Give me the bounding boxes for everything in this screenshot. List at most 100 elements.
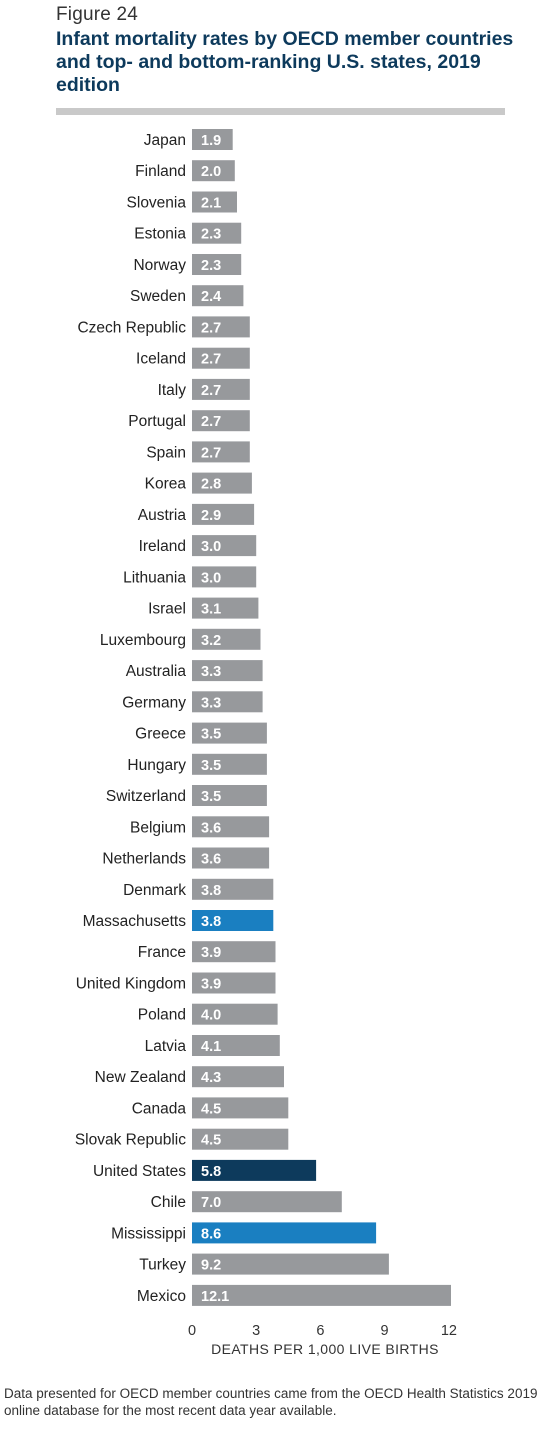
category-label: Hungary	[127, 757, 186, 774]
bar	[192, 285, 244, 307]
category-label: Sweden	[130, 288, 186, 305]
bar	[192, 441, 250, 463]
data-label: 3.9	[201, 977, 221, 993]
bar	[192, 191, 237, 213]
category-label: Mississippi	[111, 1225, 186, 1242]
bar	[192, 972, 276, 994]
data-label: 1.9	[201, 133, 221, 149]
bar	[192, 535, 257, 557]
category-label: Spain	[146, 444, 186, 461]
bar	[192, 222, 242, 244]
category-label: Norway	[133, 257, 186, 274]
x-tick-label: 9	[381, 1323, 389, 1339]
data-label: 3.3	[201, 695, 221, 711]
data-label: 2.3	[201, 227, 221, 243]
data-label: 4.0	[201, 1008, 221, 1024]
category-label: Switzerland	[106, 788, 186, 805]
category-label: Massachusetts	[83, 913, 187, 930]
category-label: Estonia	[134, 226, 186, 243]
category-label: Italy	[158, 382, 187, 399]
data-label: 3.9	[201, 945, 221, 961]
category-label: Ireland	[139, 538, 186, 555]
data-label: 2.7	[201, 352, 221, 368]
category-label: France	[138, 944, 186, 961]
bar	[192, 160, 235, 182]
bar	[192, 722, 267, 744]
bar	[192, 597, 259, 619]
data-label: 2.7	[201, 383, 221, 399]
data-label: 2.4	[201, 289, 221, 305]
x-tick-label: 12	[441, 1323, 457, 1339]
category-label: Latvia	[145, 1038, 187, 1055]
data-label: 3.2	[201, 633, 221, 649]
bar	[192, 847, 270, 869]
data-label: 3.5	[201, 789, 221, 805]
bar	[192, 660, 263, 682]
category-label: Chile	[151, 1194, 186, 1211]
data-label: 8.6	[201, 1226, 221, 1242]
category-label: Korea	[145, 476, 187, 493]
data-label: 2.1	[201, 196, 221, 212]
category-label: Portugal	[128, 413, 186, 430]
bar	[192, 129, 233, 150]
x-tick-label: 0	[188, 1323, 196, 1339]
category-label: Lithuania	[123, 569, 186, 586]
bar	[192, 816, 270, 838]
data-label: 7.0	[201, 1195, 221, 1211]
bar	[192, 785, 267, 806]
category-label: Turkey	[139, 1257, 186, 1274]
data-label: 4.3	[201, 1070, 221, 1086]
data-label: 2.3	[201, 258, 221, 274]
data-label: 3.6	[201, 820, 221, 836]
bar	[192, 316, 250, 338]
title-divider	[56, 108, 505, 115]
bar	[192, 1284, 451, 1306]
data-label: 2.7	[201, 320, 221, 336]
bar	[192, 503, 255, 525]
category-label: Slovenia	[127, 195, 187, 212]
data-label: 3.3	[201, 664, 221, 680]
data-label: 2.9	[201, 508, 221, 524]
category-label: Netherlands	[102, 851, 186, 868]
category-label: Luxembourg	[100, 632, 186, 649]
data-label: 3.8	[201, 914, 221, 930]
category-label: Greece	[135, 726, 186, 743]
data-label: 5.8	[201, 1164, 221, 1180]
bar	[192, 347, 250, 369]
data-label: 3.0	[201, 570, 221, 586]
data-label: 3.8	[201, 883, 221, 899]
bar	[192, 878, 274, 900]
data-label: 3.1	[201, 602, 221, 618]
category-label: Iceland	[136, 351, 186, 368]
category-label: Finland	[135, 163, 186, 180]
bar	[192, 1035, 280, 1056]
category-label: Denmark	[123, 882, 186, 899]
bar	[192, 628, 261, 650]
bar	[192, 378, 250, 400]
category-label: Mexico	[137, 1288, 186, 1305]
category-label: Israel	[148, 601, 186, 618]
data-label: 12.1	[201, 1289, 229, 1305]
data-label: 3.6	[201, 852, 221, 868]
category-label: Germany	[122, 694, 186, 711]
data-label: 3.0	[201, 539, 221, 555]
bar-chart: Japan 1.9 Finland 2.0 Slovenia 2.1 Estonia 2.3 N…	[75, 129, 457, 1357]
data-label: 2.0	[201, 164, 221, 180]
x-tick-label: 3	[252, 1323, 260, 1339]
x-axis-label: DEATHS PER 1,000 LIVE BIRTHS	[211, 1341, 439, 1357]
x-tick-label: 6	[316, 1323, 324, 1339]
bar	[192, 941, 276, 963]
bar	[192, 1097, 289, 1119]
category-label: United States	[93, 1163, 186, 1180]
data-label: 2.8	[201, 477, 221, 493]
category-label: New Zealand	[95, 1069, 186, 1086]
bar	[192, 691, 263, 713]
bar	[192, 254, 242, 275]
figure-label: Figure 24	[56, 4, 139, 25]
category-label: Poland	[138, 1007, 186, 1024]
data-label: 2.7	[201, 414, 221, 430]
category-label: Belgium	[130, 819, 186, 836]
data-label: 3.5	[201, 758, 221, 774]
bar	[192, 1066, 284, 1088]
category-label: United Kingdom	[76, 976, 186, 993]
